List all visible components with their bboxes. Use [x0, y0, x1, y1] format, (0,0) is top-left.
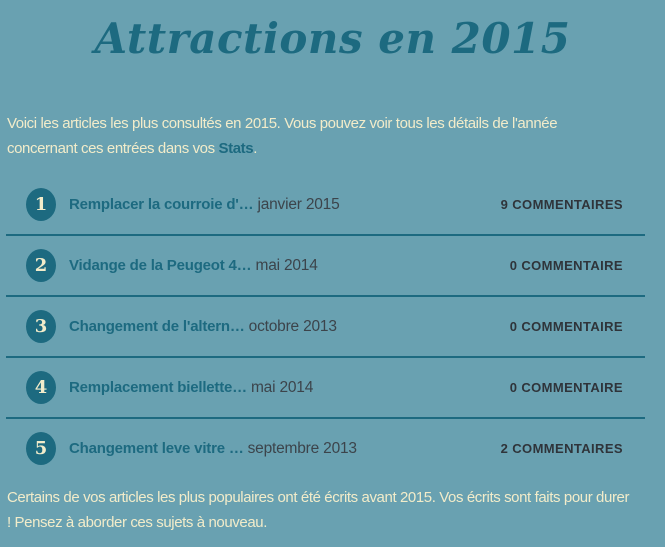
post-link[interactable]: Changement de l'altern…	[69, 318, 245, 335]
list-item: 5 Changement leve vitre … septembre 2013…	[6, 419, 645, 478]
rank-badge: 4	[26, 371, 56, 404]
intro-text: Voici les articles les plus consultés en…	[7, 115, 558, 157]
comment-count: 0 COMMENTAIRE	[509, 319, 623, 334]
top-posts-list: 1 Remplacer la courroie d'… janvier 2015…	[6, 175, 645, 478]
comment-count: 0 COMMENTAIRE	[509, 258, 623, 273]
outro-paragraph: Certains de vos articles les plus popula…	[7, 489, 630, 531]
comment-count: 0 COMMENTAIRE	[509, 380, 623, 395]
rank-badge: 5	[26, 432, 56, 465]
page-title: Attractions en 2015	[94, 14, 571, 63]
rank-badge: 2	[26, 249, 56, 282]
post-date: octobre 2013	[248, 317, 337, 335]
stats-link[interactable]: Stats	[218, 139, 254, 157]
list-item: 2 Vidange de la Peugeot 4… mai 2014 0 CO…	[6, 236, 645, 297]
post-date: janvier 2015	[257, 195, 340, 213]
intro-paragraph: Voici les articles les plus consultés en…	[7, 112, 631, 161]
rank-badge: 3	[26, 310, 56, 343]
post-link[interactable]: Remplacer la courroie d'…	[69, 196, 254, 213]
post-date: mai 2014	[255, 256, 318, 274]
rank-badge: 1	[26, 188, 56, 221]
list-item: 4 Remplacement biellette… mai 2014 0 COM…	[6, 358, 645, 419]
list-item: 3 Changement de l'altern… octobre 2013 0…	[6, 297, 645, 358]
post-link[interactable]: Remplacement biellette…	[69, 379, 247, 396]
post-link[interactable]: Changement leve vitre …	[69, 440, 244, 457]
post-link[interactable]: Vidange de la Peugeot 4…	[69, 257, 252, 274]
post-date: mai 2014	[250, 378, 314, 396]
intro-text-suffix: .	[253, 139, 257, 157]
list-item: 1 Remplacer la courroie d'… janvier 2015…	[6, 175, 645, 236]
comment-count: 2 COMMENTAIRES	[500, 441, 623, 456]
comment-count: 9 COMMENTAIRES	[500, 197, 623, 212]
post-date: septembre 2013	[247, 439, 357, 457]
